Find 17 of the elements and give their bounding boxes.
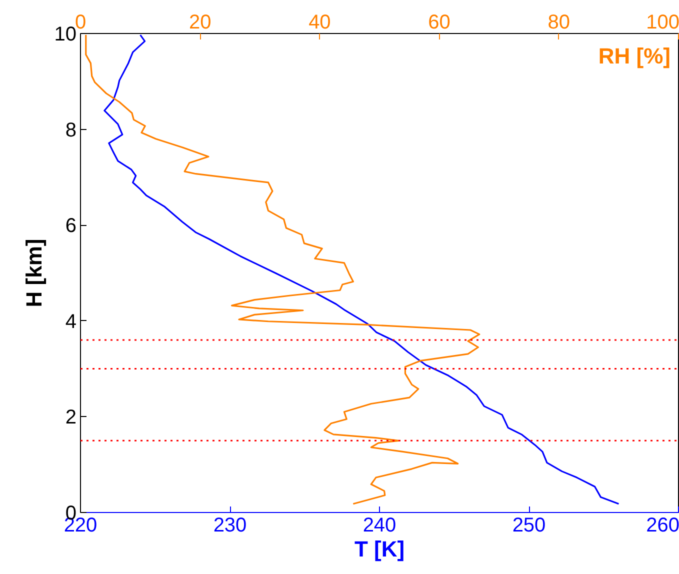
x2-axis-title: RH [%] (598, 44, 671, 68)
y-tick-label: 4 (65, 310, 76, 333)
y-tick-label: 8 (65, 119, 76, 142)
x2-tick-label: 40 (308, 12, 331, 34)
x-tick-label: 250 (512, 514, 546, 536)
y-tick-label: 2 (65, 406, 76, 429)
x2-tick-label: 20 (188, 12, 212, 34)
x2-tick-label: 80 (548, 12, 570, 34)
x2-tick-label: 60 (428, 12, 450, 34)
y-tick-label: 6 (65, 215, 76, 238)
x2-tick-label: 100 (646, 12, 679, 34)
y-axis-title: H [km] (21, 238, 46, 308)
x-tick-label: 260 (646, 514, 679, 536)
x-axis-title: T [K] (354, 536, 405, 562)
x-tick-label: 240 (362, 514, 396, 536)
x-tick-label: 230 (213, 514, 247, 536)
y-tick-label: 10 (54, 24, 77, 46)
